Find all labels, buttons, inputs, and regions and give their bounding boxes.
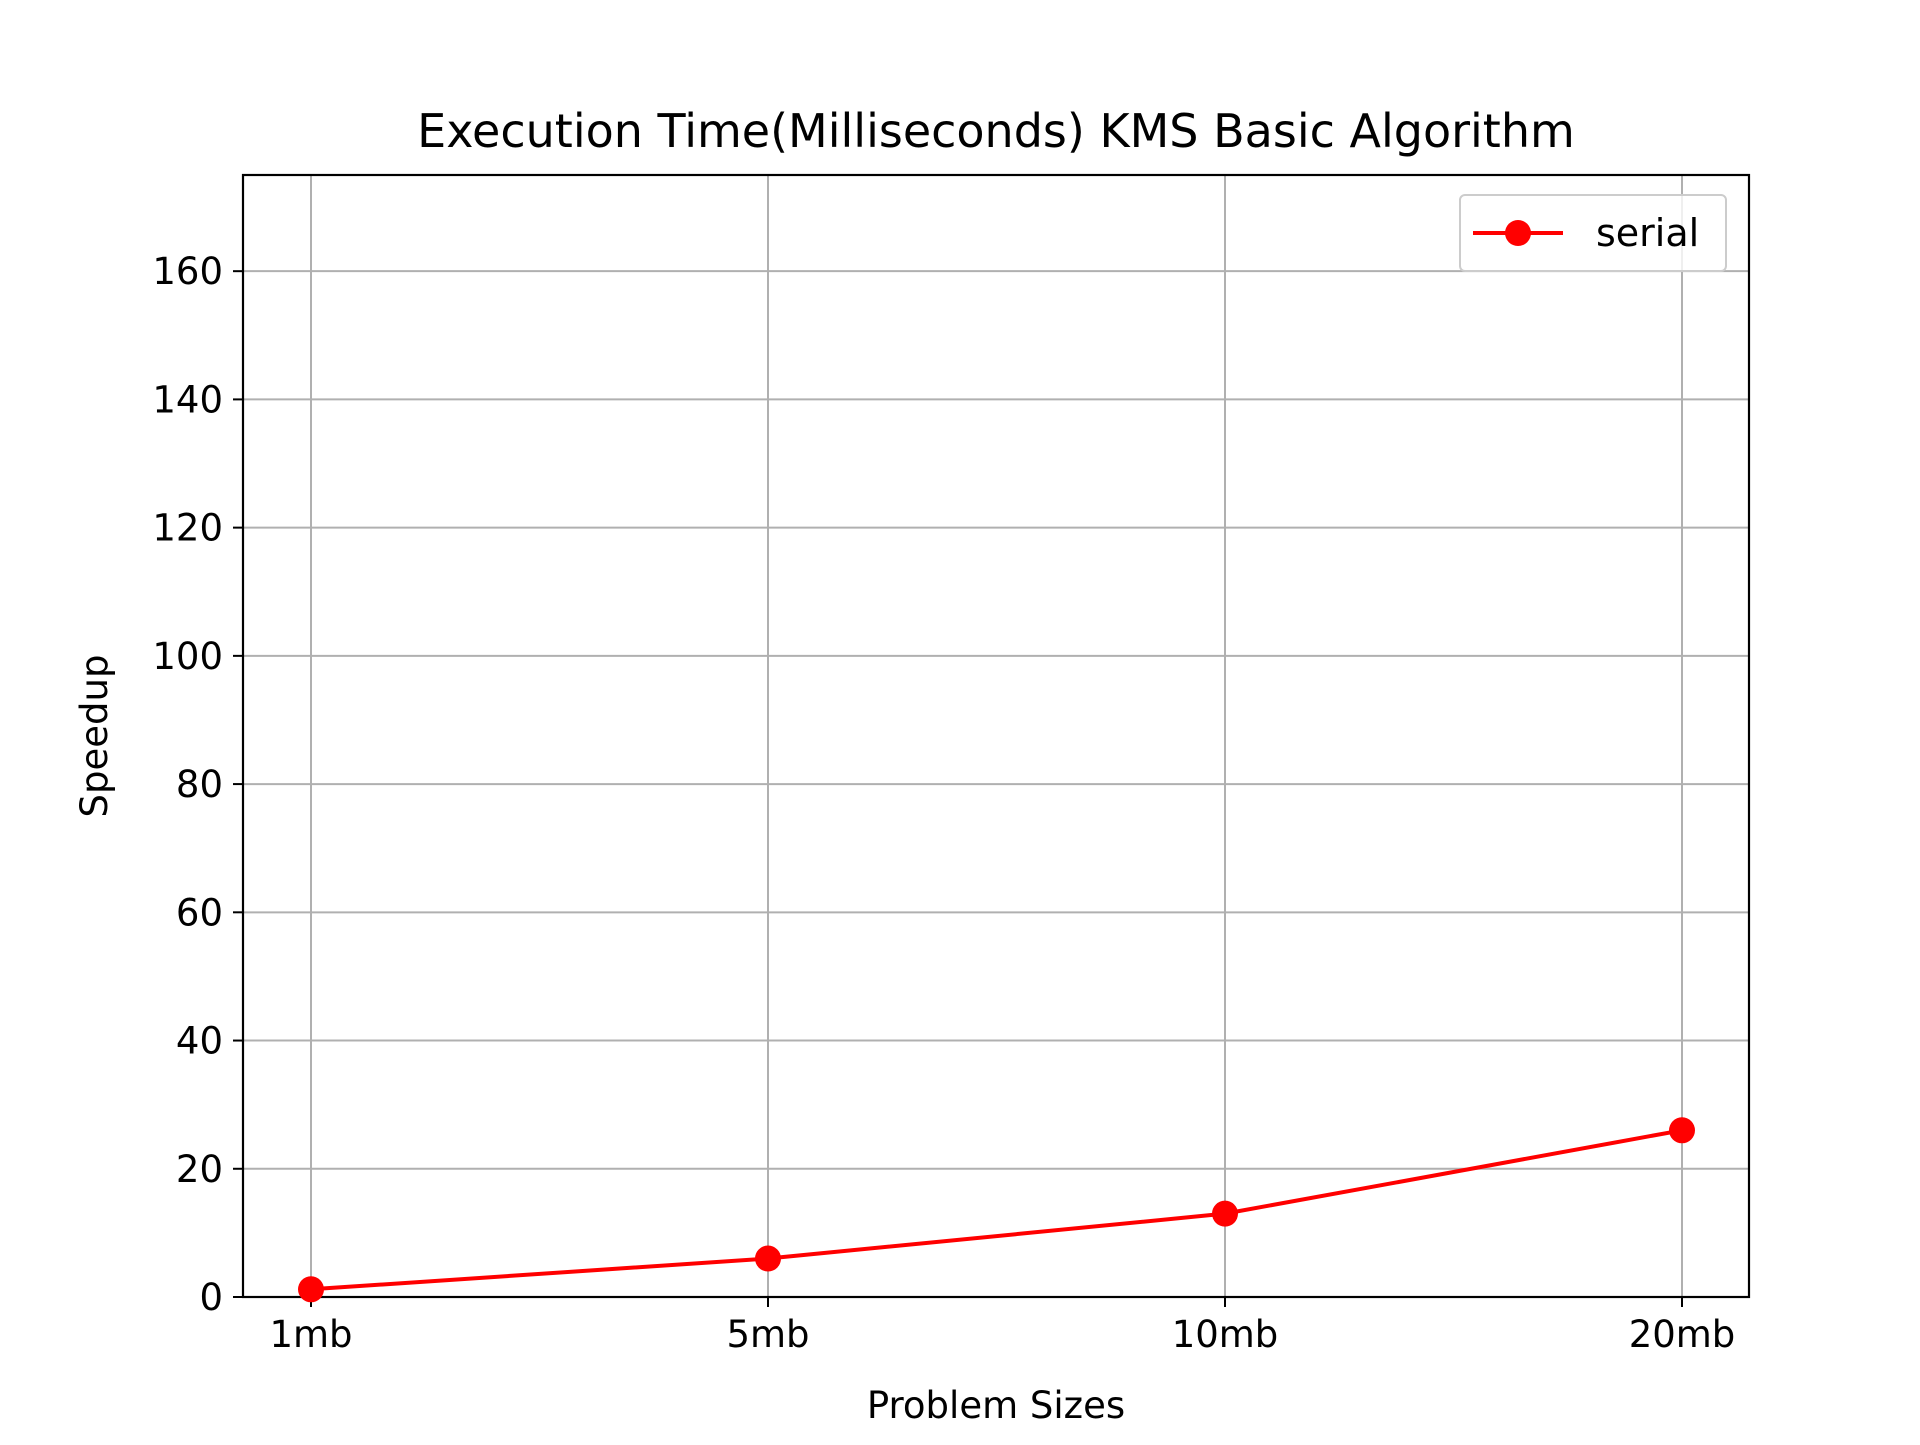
x-tick-label-20mb: 20mb (1629, 1313, 1736, 1356)
y-axis-label: Speedup (73, 655, 116, 818)
y-tick-label-40: 40 (176, 1020, 223, 1063)
x-tick-label-5mb: 5mb (726, 1313, 809, 1356)
data-point-serial-1mb (298, 1276, 324, 1303)
data-point-serial-5mb (755, 1245, 781, 1272)
data-point-serial-20mb (1669, 1117, 1695, 1144)
y-tick-label-20: 20 (176, 1148, 223, 1191)
data-point-serial-10mb (1212, 1200, 1238, 1227)
x-axis-label: Problem Sizes (867, 1384, 1125, 1427)
x-tick-label-1mb: 1mb (269, 1313, 352, 1356)
y-tick-label-160: 160 (152, 250, 223, 293)
y-tick-label-60: 60 (176, 891, 223, 934)
series-line-serial (310, 1128, 1683, 1292)
legend-marker-serial (1505, 220, 1531, 246)
chart-title: Execution Time(Milliseconds) KMS Basic A… (417, 104, 1575, 158)
y-tick-label-120: 120 (152, 507, 223, 550)
legend: serial (1459, 194, 1727, 272)
x-tick-label-10mb: 10mb (1172, 1313, 1279, 1356)
series-layer (298, 1117, 1695, 1303)
y-tick-label-100: 100 (152, 635, 223, 678)
y-tick-label-140: 140 (152, 378, 223, 421)
y-tick-label-0: 0 (199, 1276, 223, 1319)
y-tick-label-80: 80 (176, 763, 223, 806)
grid-lines (243, 175, 1749, 1298)
legend-box (1459, 194, 1727, 272)
legend-label-serial: serial (1596, 211, 1699, 255)
axis-ticks: 1mb 5mb 10mb 20mb 0 20 40 60 80 100 120 140 160 (152, 250, 1735, 1356)
plot-area-frame (241, 173, 1751, 1299)
